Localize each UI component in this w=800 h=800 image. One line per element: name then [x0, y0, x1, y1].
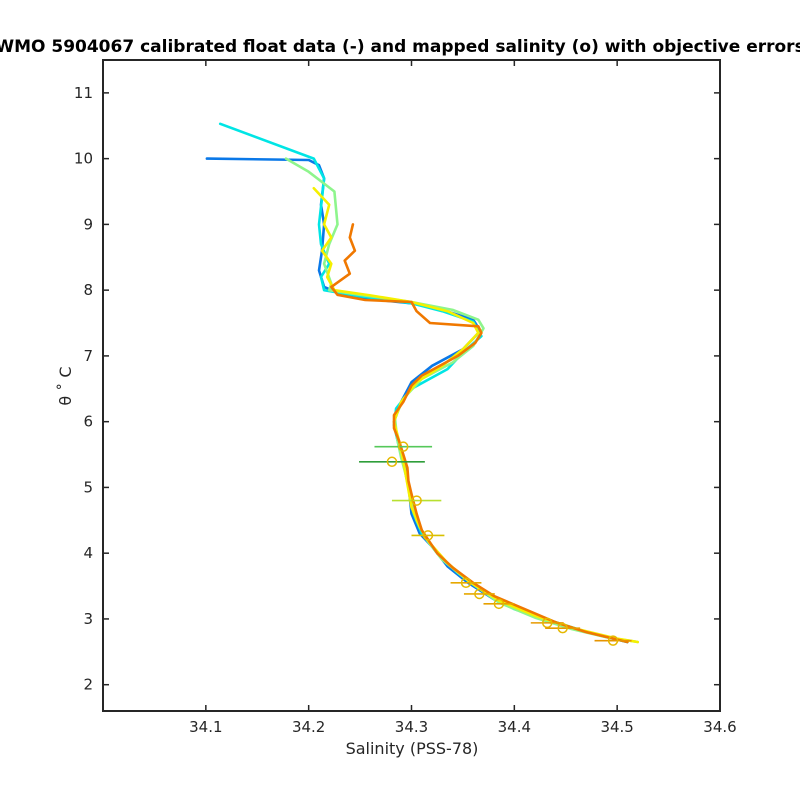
x-tick-label: 34.1 — [189, 718, 222, 736]
series-line-4 — [312, 186, 639, 644]
y-tick-label: 7 — [83, 347, 93, 365]
mapped-salinity-point-3 — [411, 495, 422, 506]
series-line-5 — [330, 223, 629, 644]
series-line-1 — [205, 157, 629, 644]
y-tick-label: 5 — [83, 478, 93, 496]
series-line-2 — [218, 122, 629, 644]
x-tick-label: 34.4 — [498, 718, 531, 736]
plot-frame — [102, 59, 721, 712]
x-tick-label: 34.5 — [600, 718, 633, 736]
mapped-salinity-point-4 — [422, 530, 434, 541]
y-tick-label: 10 — [74, 150, 93, 168]
y-tick-label: 4 — [83, 544, 93, 562]
y-axis-label: θ ˚ C — [56, 366, 75, 405]
mapped-salinity-point-7 — [493, 598, 505, 610]
y-tick-label: 2 — [83, 676, 93, 694]
mapped-salinity-point-5 — [460, 577, 472, 589]
chart-title: WMO 5904067 calibrated float data (-) an… — [0, 37, 800, 57]
mapped-salinity-point-6 — [474, 588, 485, 600]
y-tick-label: 8 — [83, 281, 93, 299]
x-axis-label: Salinity (PSS-78) — [346, 739, 479, 758]
y-tick-label: 3 — [83, 610, 93, 628]
series-line-3 — [284, 157, 639, 644]
x-tick-label: 34.3 — [395, 718, 428, 736]
mapped-salinity-point-2 — [386, 456, 398, 468]
plot-area — [205, 122, 639, 646]
y-tick-label: 9 — [83, 215, 93, 233]
x-tick-label: 34.2 — [292, 718, 325, 736]
mapped-salinity-point-1 — [398, 441, 409, 452]
x-tick-label: 34.6 — [703, 718, 736, 736]
mapped-salinity-point-9 — [557, 622, 568, 634]
y-tick-label: 6 — [83, 413, 93, 431]
axis-ticks: 34.1 34.2 34.3 34.4 34.5 34.6 2 3 4 5 6 7 8 9 10 11 — [74, 60, 737, 736]
mapped-salinity-point-10 — [607, 635, 619, 646]
y-tick-label: 11 — [74, 84, 93, 102]
